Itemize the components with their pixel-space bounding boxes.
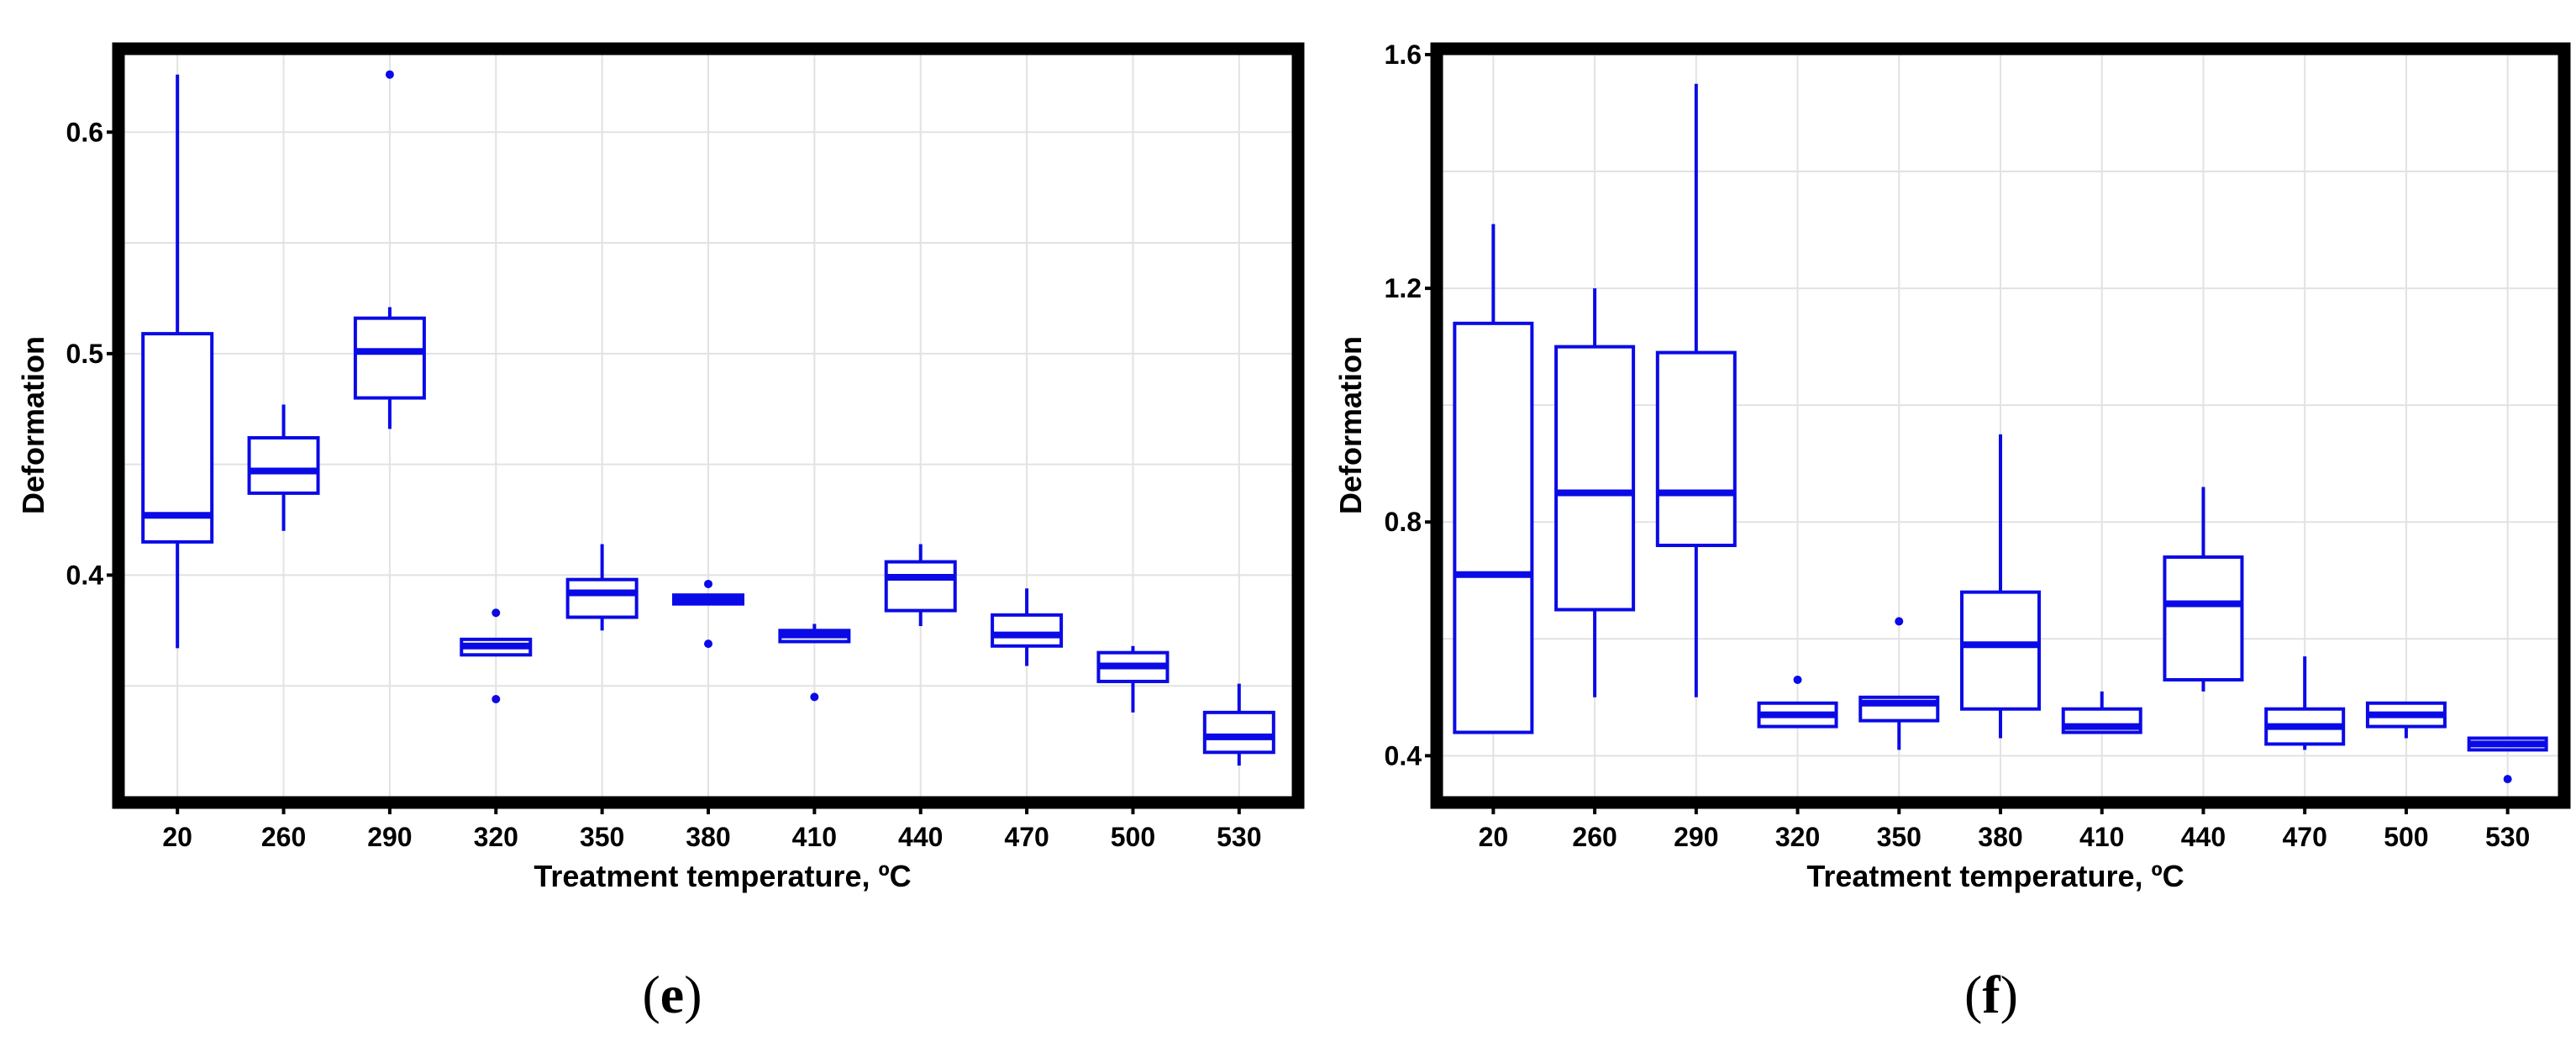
chart-f-x-tick-label: 380 bbox=[1978, 822, 2022, 852]
chart-e-box-500 bbox=[1096, 645, 1170, 713]
chart-e-x-tick-label: 320 bbox=[474, 822, 518, 852]
chart-f-x-axis-title: Treatment temperature, ºC bbox=[1806, 859, 2184, 893]
chart-e-y-axis-title: Deformation bbox=[16, 336, 50, 514]
chart-f-x-tick-label: 20 bbox=[1479, 822, 1509, 852]
chart-panel-f: 0.4 0.8 1.2 1.6 20 260 290 320 350 380 410 440 470 5… bbox=[1333, 39, 2571, 1024]
chart-e-y-tick-label: 0.6 bbox=[66, 117, 103, 147]
chart-e-x-axis-title: Treatment temperature, ºC bbox=[534, 859, 911, 893]
chart-f-box-530 bbox=[2467, 736, 2548, 784]
chart-f-x-ticks: 20 260 290 320 350 380 410 440 470 500 530 bbox=[1479, 803, 2530, 852]
chart-f-box-470 bbox=[2264, 656, 2346, 750]
chart-e-x-tick-label: 470 bbox=[1004, 822, 1049, 852]
box-iqr bbox=[1960, 590, 2041, 711]
chart-e-box-290 bbox=[353, 70, 426, 429]
chart-f-box-350 bbox=[1858, 617, 1940, 750]
box-outlier bbox=[492, 695, 501, 704]
chart-f-box-440 bbox=[2163, 487, 2244, 692]
chart-e-box-20 bbox=[141, 74, 214, 649]
chart-e-x-tick-label: 20 bbox=[162, 822, 192, 852]
chart-e-y-tick-label: 0.5 bbox=[66, 339, 103, 369]
chart-e-box-410 bbox=[778, 624, 851, 702]
box-outlier bbox=[385, 70, 394, 79]
chart-f-boxes bbox=[1453, 83, 2548, 784]
chart-f-x-tick-label: 500 bbox=[2384, 822, 2428, 852]
chart-f-y-ticks: 0.4 0.8 1.2 1.6 bbox=[1385, 39, 1437, 771]
chart-e-box-260 bbox=[247, 404, 320, 531]
chart-f-box-260 bbox=[1554, 288, 1636, 697]
chart-f-x-tick-label: 350 bbox=[1877, 822, 1921, 852]
box-iqr bbox=[247, 435, 320, 495]
box-iqr bbox=[1202, 710, 1275, 755]
chart-e-y-tick-label: 0.4 bbox=[66, 560, 104, 590]
chart-f-x-tick-label: 320 bbox=[1775, 822, 1820, 852]
chart-e-grid bbox=[124, 55, 1292, 797]
chart-e-y-ticks: 0.4 0.5 0.6 bbox=[66, 117, 118, 590]
box-outlier bbox=[810, 692, 819, 702]
chart-f-box-410 bbox=[2061, 691, 2142, 734]
box-outlier bbox=[704, 639, 712, 649]
chart-e-box-320 bbox=[460, 608, 533, 704]
chart-e-x-tick-label: 350 bbox=[580, 822, 624, 852]
chart-e-x-tick-label: 410 bbox=[792, 822, 837, 852]
chart-e-x-ticks: 20 260 290 320 350 380 410 440 470 500 530 bbox=[162, 803, 1262, 852]
box-iqr bbox=[565, 577, 639, 619]
chart-f-y-tick-label: 0.8 bbox=[1385, 507, 1422, 537]
chart-f-x-tick-label: 410 bbox=[2079, 822, 2124, 852]
box-iqr bbox=[141, 332, 214, 544]
panel-label-e: (e) bbox=[642, 965, 702, 1024]
box-outlier bbox=[1793, 675, 1802, 684]
chart-f-y-tick-label: 0.4 bbox=[1385, 740, 1422, 771]
box-outlier bbox=[704, 579, 712, 588]
chart-e-x-tick-label: 260 bbox=[261, 822, 306, 852]
chart-f-x-tick-label: 530 bbox=[2485, 822, 2530, 852]
chart-e-box-380 bbox=[672, 579, 744, 649]
chart-e-x-tick-label: 290 bbox=[367, 822, 412, 852]
chart-f-y-tick-label: 1.6 bbox=[1385, 39, 1422, 70]
box-iqr bbox=[1655, 350, 1737, 548]
panel-label-f: (f) bbox=[1964, 965, 2018, 1024]
chart-e-box-530 bbox=[1202, 683, 1275, 766]
svg-text:(e): (e) bbox=[642, 965, 702, 1024]
chart-f-x-tick-label: 260 bbox=[1572, 822, 1617, 852]
chart-e-x-tick-label: 530 bbox=[1217, 822, 1261, 852]
chart-panel-e: 0.4 0.5 0.6 20 260 290 320 350 380 410 440 470 500 5… bbox=[16, 42, 1305, 1024]
chart-f-box-20 bbox=[1453, 224, 1534, 734]
box-outlier bbox=[2503, 775, 2512, 784]
box-iqr bbox=[991, 613, 1064, 648]
chart-e-x-tick-label: 440 bbox=[898, 822, 943, 852]
chart-f-x-tick-label: 440 bbox=[2181, 822, 2226, 852]
chart-f-box-500 bbox=[2365, 701, 2447, 739]
chart-f-x-tick-label: 290 bbox=[1674, 822, 1718, 852]
chart-e-boxes bbox=[141, 70, 1275, 766]
chart-f-box-320 bbox=[1757, 675, 1838, 729]
box-outlier bbox=[1895, 617, 1904, 626]
box-outlier bbox=[492, 608, 501, 618]
box-iqr bbox=[1554, 345, 1636, 612]
chart-e-x-tick-label: 500 bbox=[1111, 822, 1155, 852]
box-iqr bbox=[1453, 321, 1534, 734]
chart-f-box-290 bbox=[1655, 83, 1737, 697]
chart-e-box-440 bbox=[884, 544, 957, 627]
chart-f-box-380 bbox=[1960, 434, 2041, 739]
box-iqr bbox=[884, 560, 957, 613]
box-iqr bbox=[2163, 555, 2244, 682]
box-iqr bbox=[353, 316, 426, 400]
svg-text:(f): (f) bbox=[1964, 965, 2018, 1024]
chart-e-box-350 bbox=[565, 544, 639, 631]
chart-f-x-tick-label: 470 bbox=[2282, 822, 2326, 852]
chart-e-x-tick-label: 380 bbox=[686, 822, 730, 852]
chart-f-y-tick-label: 1.2 bbox=[1385, 273, 1422, 303]
chart-f-y-axis-title: Deformation bbox=[1333, 336, 1368, 514]
chart-e-box-470 bbox=[991, 588, 1064, 666]
